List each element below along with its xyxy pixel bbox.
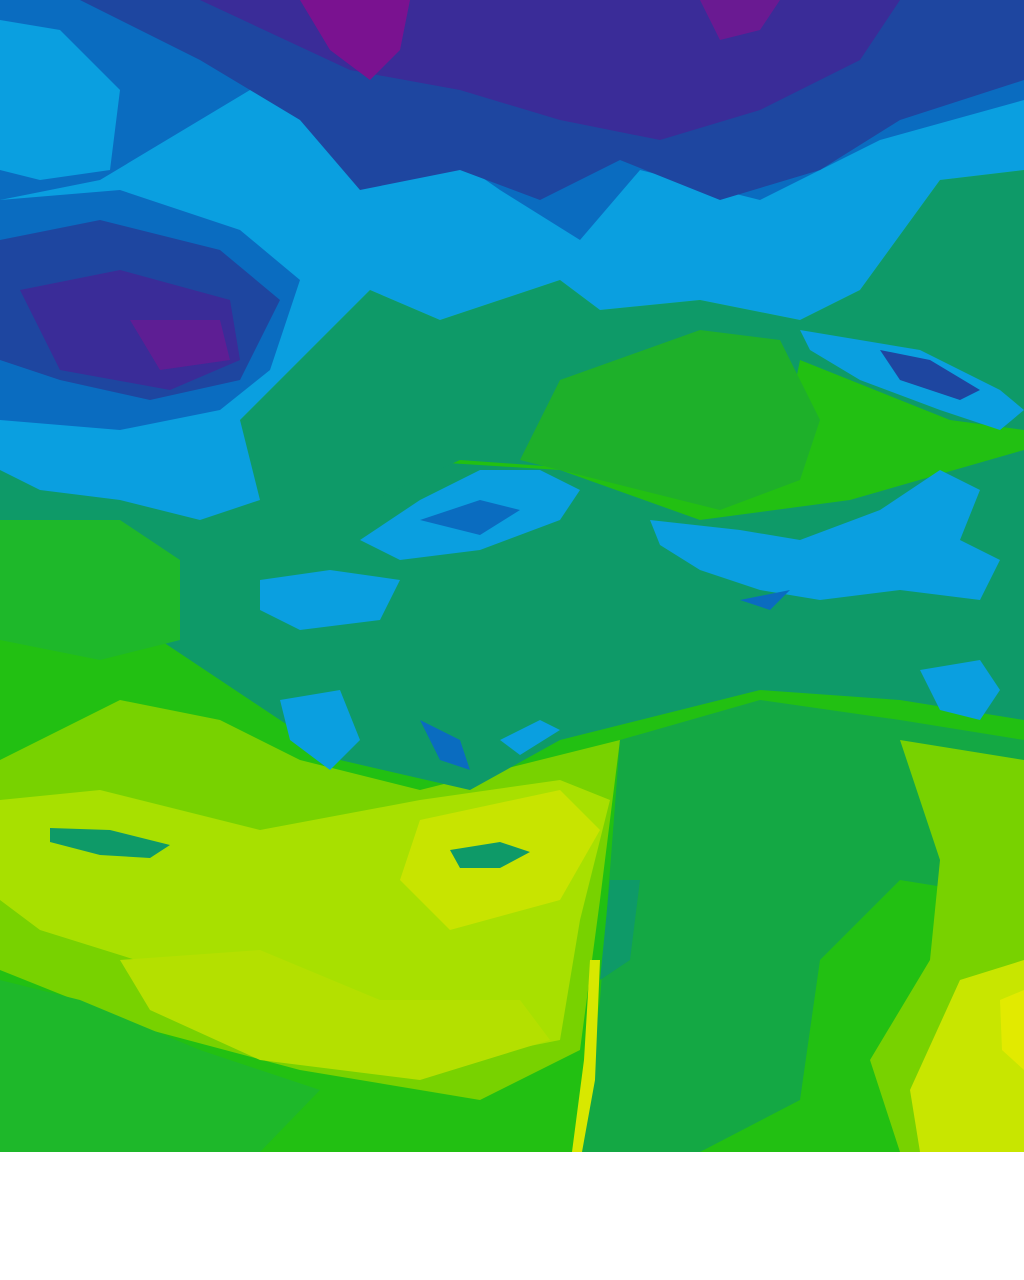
region-ridge-west <box>280 690 360 770</box>
blank-footer <box>0 1152 1024 1280</box>
region-yellow-band-south <box>120 950 550 1080</box>
region-mountains-southeast <box>920 660 1000 720</box>
region-valley-dark <box>600 880 640 980</box>
region-island-east <box>450 842 530 868</box>
region-island-west <box>50 828 170 858</box>
region-mountains-east-core <box>740 590 790 610</box>
region-green-southwest <box>0 980 320 1152</box>
region-purple-west <box>130 320 230 370</box>
region-valley-yellow <box>572 960 600 1152</box>
region-mountains-south <box>260 570 400 630</box>
region-yellow-east <box>910 960 1024 1152</box>
region-green-west-mid <box>0 520 180 660</box>
region-green-north <box>240 170 1024 520</box>
region-light-blue-northwest <box>0 20 120 180</box>
region-purple-north-a <box>300 0 410 80</box>
region-teal-east <box>580 700 1024 1152</box>
region-mountains-east <box>650 470 1000 600</box>
region-mountains-east-north-core <box>880 350 980 400</box>
region-yellow-spot <box>1000 990 1024 1070</box>
region-mountains-taurus <box>500 720 560 755</box>
region-mountains-central-core <box>420 500 520 535</box>
region-purple-north-b <box>700 0 780 40</box>
contour-map <box>0 0 1024 1152</box>
region-ridge-central <box>420 720 470 770</box>
region-green-bright-north <box>520 330 820 510</box>
